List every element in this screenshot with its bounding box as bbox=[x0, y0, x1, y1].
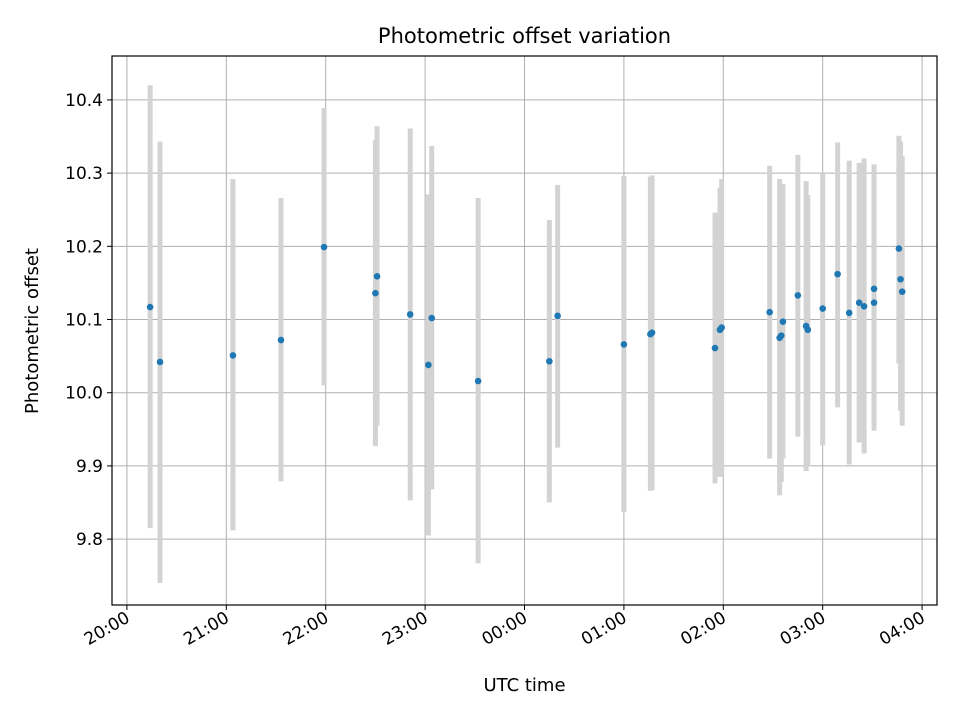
data-point bbox=[546, 357, 553, 365]
data-point bbox=[428, 314, 436, 322]
data-point bbox=[156, 358, 164, 366]
data-point bbox=[229, 352, 237, 359]
y-tick-label: 9.8 bbox=[76, 530, 103, 550]
chart-title: Photometric offset variation bbox=[378, 24, 671, 48]
y-tick-label: 10.0 bbox=[65, 384, 103, 404]
x-tick-label: 20:00 bbox=[81, 608, 133, 650]
data-point bbox=[373, 273, 381, 280]
y-tick-label: 10.1 bbox=[65, 311, 103, 331]
data-point bbox=[620, 341, 628, 348]
data-point bbox=[819, 305, 826, 312]
x-tick-label: 01:00 bbox=[578, 608, 630, 650]
x-tick-label: 21:00 bbox=[180, 608, 232, 650]
data-point bbox=[855, 299, 863, 306]
data-point bbox=[372, 289, 379, 297]
data-point bbox=[834, 270, 841, 278]
data-point bbox=[860, 303, 868, 310]
data-point bbox=[425, 361, 432, 369]
y-tick-label: 9.9 bbox=[76, 457, 103, 477]
data-point bbox=[474, 377, 482, 385]
data-point bbox=[895, 245, 903, 252]
x-tick-label: 23:00 bbox=[379, 608, 431, 650]
data-point bbox=[870, 285, 878, 293]
error-bars bbox=[147, 85, 905, 584]
x-axis-ticks: 20:00 21:00 22:00 23:00 00:00 01:00 02:00 03:00… bbox=[81, 605, 929, 650]
data-point bbox=[711, 344, 719, 352]
data-point bbox=[766, 308, 773, 316]
data-point bbox=[146, 303, 154, 311]
x-tick-label: 03:00 bbox=[777, 608, 829, 650]
data-point bbox=[845, 309, 853, 317]
y-axis-label: Photometric offset bbox=[22, 248, 43, 414]
y-axis-ticks: 9.8 9.9 10.0 10.1 10.2 10.3 10.4 bbox=[65, 91, 112, 550]
data-point bbox=[804, 326, 812, 334]
x-tick-label: 00:00 bbox=[479, 608, 531, 650]
data-point bbox=[898, 288, 906, 296]
data-point bbox=[897, 275, 904, 283]
data-point bbox=[777, 332, 785, 339]
x-axis-label: UTC time bbox=[483, 675, 565, 696]
data-point bbox=[406, 311, 414, 318]
data-point bbox=[648, 329, 656, 336]
data-point bbox=[718, 324, 725, 331]
x-tick-label: 22:00 bbox=[280, 608, 332, 650]
data-point bbox=[320, 243, 328, 251]
data-point bbox=[870, 299, 878, 306]
data-point bbox=[794, 292, 802, 299]
data-point bbox=[554, 312, 561, 320]
x-tick-label: 02:00 bbox=[677, 608, 729, 650]
data-point bbox=[779, 318, 787, 326]
y-tick-label: 10.4 bbox=[65, 91, 103, 111]
y-tick-label: 10.2 bbox=[65, 237, 103, 257]
data-point bbox=[277, 336, 285, 344]
x-tick-label: 04:00 bbox=[876, 608, 928, 650]
grid bbox=[112, 56, 937, 605]
y-tick-label: 10.3 bbox=[65, 164, 103, 184]
data-points bbox=[146, 243, 906, 385]
